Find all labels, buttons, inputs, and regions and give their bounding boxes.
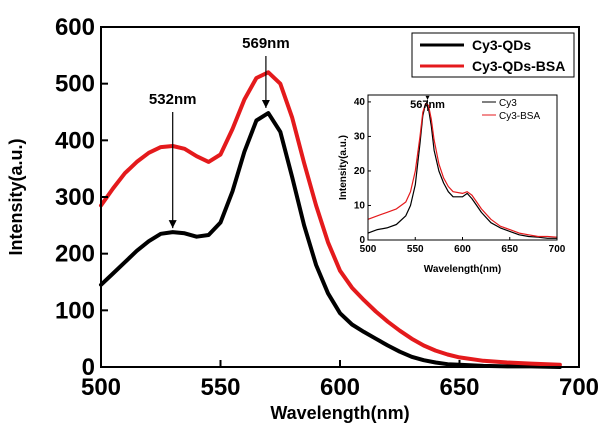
main-legend-box bbox=[411, 32, 575, 78]
inset-background bbox=[368, 95, 557, 240]
inset-chart: 567nm 500 550 600 650 700 0 10 20 30 40 Wavelengt… bbox=[338, 94, 566, 275]
main-series-line-cy3-qds-bsa bbox=[99, 70, 562, 367]
legend-label-cy3-qds-bsa: Cy3-QDs-BSA bbox=[472, 58, 565, 74]
inset-y-tick-label: 0 bbox=[359, 235, 365, 246]
main-x-axis-title: Wavelength(nm) bbox=[270, 403, 409, 423]
main-x-tick-label: 650 bbox=[439, 374, 479, 401]
legend-label-cy3: Cy3 bbox=[499, 98, 517, 109]
inset-x-tick-label: 700 bbox=[549, 244, 566, 255]
inset-series-line-cy3 bbox=[367, 102, 558, 239]
main-annotations-layer: 532nm 569nm bbox=[149, 35, 290, 229]
main-x-tick-label: 600 bbox=[320, 374, 360, 401]
inset-legend: Cy3 Cy3-BSA bbox=[482, 98, 540, 122]
main-annotation-arrowhead bbox=[168, 220, 177, 229]
main-legend: Cy3-QDs Cy3-QDs-BSA bbox=[411, 32, 575, 78]
main-y-tick-label: 200 bbox=[55, 241, 95, 268]
inset-x-tick-label: 500 bbox=[360, 244, 377, 255]
main-y-tick-label: 300 bbox=[55, 184, 95, 211]
inset-ticks-layer: 500 550 600 650 700 0 10 20 30 40 bbox=[354, 97, 566, 255]
inset-y-axis-title: Intensity(a.u.) bbox=[338, 135, 349, 200]
main-annotation-arrowhead bbox=[261, 100, 270, 108]
inset-y-tick-label: 40 bbox=[354, 97, 366, 108]
inset-y-tick-label: 10 bbox=[354, 200, 366, 211]
inset-y-tick-label: 30 bbox=[354, 131, 366, 142]
main-x-tick-label: 500 bbox=[81, 374, 121, 401]
main-annotation-label: 569nm bbox=[242, 35, 290, 52]
main-x-tick-label: 550 bbox=[200, 374, 240, 401]
main-series-layer bbox=[99, 70, 562, 369]
inset-y-tick-label: 20 bbox=[354, 166, 366, 177]
main-series-line-cy3-qds bbox=[99, 111, 562, 369]
inset-annotation-arrowhead bbox=[425, 95, 430, 100]
inset-x-tick-label: 650 bbox=[501, 244, 518, 255]
inset-x-axis-title: Wavelength(nm) bbox=[424, 264, 501, 275]
main-y-tick-label: 400 bbox=[55, 127, 95, 154]
main-x-tick-label: 700 bbox=[559, 374, 598, 401]
legend-label-cy3-qds: Cy3-QDs bbox=[472, 37, 531, 53]
inset-x-tick-label: 600 bbox=[454, 244, 471, 255]
main-y-tick-label: 600 bbox=[55, 14, 95, 41]
inset-x-tick-label: 550 bbox=[407, 244, 424, 255]
main-y-tick-label: 100 bbox=[55, 297, 95, 324]
inset-series-line-cy3-bsa bbox=[367, 102, 558, 238]
main-annotation-label: 532nm bbox=[149, 91, 197, 108]
legend-label-cy3-bsa: Cy3-BSA bbox=[499, 111, 540, 122]
inset-annotations-layer: 567nm bbox=[410, 95, 445, 111]
main-y-tick-label: 0 bbox=[82, 354, 95, 381]
inset-series-layer bbox=[367, 102, 558, 239]
main-y-axis-title: Intensity(a.u.) bbox=[6, 138, 26, 255]
main-y-tick-label: 500 bbox=[55, 71, 95, 98]
